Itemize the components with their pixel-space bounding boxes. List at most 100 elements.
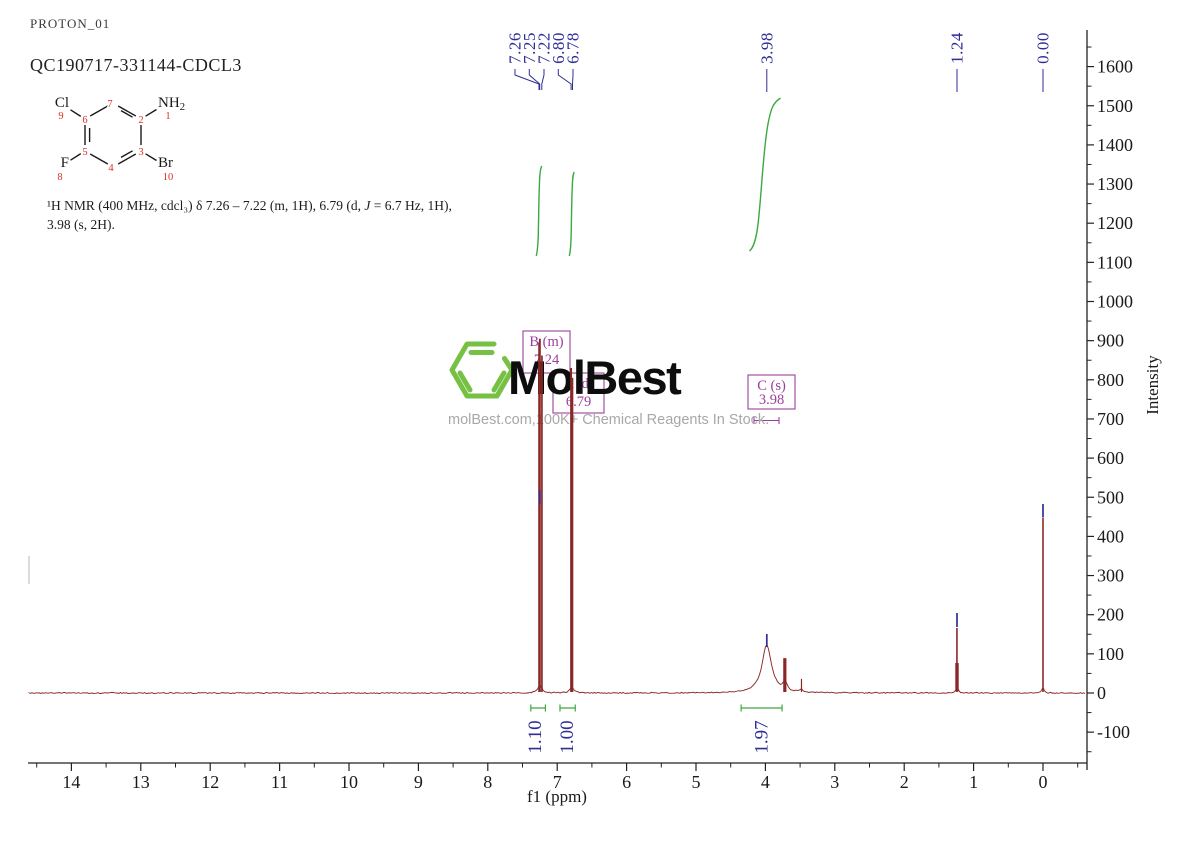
- peak-label-leader: [557, 69, 572, 90]
- multiplet-range-bracket: [753, 417, 780, 424]
- x-tick-label: 13: [132, 772, 150, 792]
- x-tick-label: 7: [553, 772, 562, 792]
- integral-region-bracket: [740, 704, 783, 712]
- axes-layer: 14 13 12 11 10 9 8 7 6 5 4 3 2 1 016001500140013001200…: [28, 30, 1133, 792]
- atom-label-nh2: NH2: [158, 95, 185, 113]
- y-tick-label: 100: [1097, 644, 1124, 664]
- x-tick-label: 14: [62, 772, 80, 792]
- molbest-hexagon-icon: [449, 341, 515, 399]
- y-tick-label: 400: [1097, 526, 1124, 546]
- peak-shift-label: 6.80: [549, 32, 568, 64]
- y-tick-label: 500: [1097, 487, 1124, 507]
- sample-id: QC190717-331144-CDCL3: [30, 55, 242, 75]
- integration-value-label: 1.00: [557, 720, 578, 753]
- y-tick-label: 1300: [1097, 174, 1133, 194]
- ring-number-3: 3: [138, 147, 143, 158]
- multiplet-box-id: B (m): [529, 334, 563, 350]
- y-tick-label: 200: [1097, 605, 1124, 625]
- x-tick-label: 6: [622, 772, 631, 792]
- watermark: MolBest molBest.com,100K+ Chemical Reage…: [448, 341, 769, 428]
- peak-shift-label: 0.00: [1034, 32, 1053, 64]
- y-tick-label: 900: [1097, 331, 1124, 351]
- x-tick-label: 8: [483, 772, 492, 792]
- y-tick-label: 600: [1097, 448, 1124, 468]
- assignment-text-post: = 6.7 Hz, 1H),: [370, 198, 452, 213]
- x-tick-label: 4: [761, 772, 770, 792]
- y-tick-label: 1000: [1097, 292, 1133, 312]
- integration-value-label: 1.10: [525, 720, 546, 753]
- integral-and-multiplet-layer: B (m)7.24A (d)6.79C (s)3.98: [522, 97, 796, 712]
- ring-number-5: 5: [82, 147, 87, 158]
- y-tick-label: 700: [1097, 409, 1124, 429]
- peak-shift-label: 7.22: [535, 32, 554, 64]
- y-tick-label: 0: [1097, 683, 1106, 703]
- watermark-tagline: molBest.com,100K+ Chemical Reagents In S…: [448, 412, 769, 428]
- multiplet-box: [552, 372, 605, 414]
- atom-label-nh2-sub: 2: [180, 101, 186, 113]
- watermark-brand-text: MolBest: [508, 351, 682, 404]
- atom-label-br: Br: [158, 155, 173, 171]
- integral-region-bracket: [559, 704, 576, 712]
- integral-curve: [568, 171, 575, 257]
- x-axis-title: f1 (ppm): [527, 787, 587, 806]
- spectrum-trace-layer: [28, 338, 1086, 695]
- integral-curve: [749, 97, 781, 252]
- multiplet-box-shift: 3.98: [759, 392, 784, 408]
- y-tick-label: 1100: [1097, 252, 1132, 272]
- peak-shift-label: 7.25: [520, 32, 539, 64]
- peak-label-leader: [572, 69, 574, 90]
- integration-value-label: 1.97: [752, 720, 773, 753]
- x-tick-label: 10: [340, 772, 358, 792]
- nmr-assignment-text: ¹H NMR (400 MHz, cdcl₃) δ 7.26 – 7.22 (m…: [47, 196, 477, 234]
- peak-shift-label: 1.24: [948, 32, 967, 64]
- bond-lines: [70, 105, 157, 165]
- substituent-number-9: 9: [58, 111, 63, 122]
- assignment-j-symbol: J: [364, 198, 371, 213]
- y-tick-label: 1600: [1097, 57, 1133, 77]
- x-tick-label: 9: [414, 772, 423, 792]
- y-axis-title: Intensity: [1143, 355, 1162, 415]
- substituent-number-8: 8: [57, 172, 62, 183]
- nmr-assignment-line2: 3.98 (s, 2H).: [47, 217, 115, 232]
- assignment-text-pre: ¹H NMR (400 MHz, cdcl₃) δ 7.26 – 7.22 (m…: [47, 198, 365, 213]
- x-tick-label: 12: [201, 772, 219, 792]
- ring-number-4: 4: [108, 163, 114, 174]
- x-tick-label: 0: [1039, 772, 1048, 792]
- integral-region-bracket: [530, 704, 547, 712]
- substituent-number-10: 10: [163, 172, 174, 183]
- peak-label-leader: [528, 69, 541, 90]
- integral-curve: [535, 165, 543, 257]
- ring-number-2: 2: [138, 115, 143, 126]
- spectrum-baseline: [28, 643, 1086, 695]
- atom-label-cl: Cl: [55, 95, 69, 111]
- peak-shift-label: 3.98: [757, 32, 776, 64]
- x-tick-label: 3: [830, 772, 839, 792]
- x-tick-label: 1: [969, 772, 978, 792]
- molecule-structure: Cl NH2 F Br 7 6 2 5 4 3 9 1 8 10: [55, 95, 185, 185]
- experiment-name: PROTON_01: [30, 16, 111, 31]
- peak-shift-label: 7.26: [506, 32, 525, 64]
- y-tick-label: 300: [1097, 566, 1124, 586]
- atom-label-nh: NH: [158, 95, 180, 111]
- peak-shift-label: 6.78: [564, 32, 583, 64]
- multiplet-box: [747, 374, 796, 410]
- x-tick-label: 11: [271, 772, 288, 792]
- ring-number-6: 6: [82, 115, 87, 126]
- peak-label-leader: [514, 69, 540, 90]
- y-tick-label: 1200: [1097, 213, 1133, 233]
- multiplet-box: [522, 330, 571, 374]
- y-tick-label: 1500: [1097, 96, 1133, 116]
- y-tick-label: 800: [1097, 370, 1124, 390]
- nmr-assignment-line1: ¹H NMR (400 MHz, cdcl₃) δ 7.26 – 7.22 (m…: [47, 196, 477, 215]
- multiplet-box-id: C (s): [757, 378, 786, 394]
- peak-label-leader: [541, 69, 545, 90]
- x-tick-label: 2: [900, 772, 909, 792]
- ring-number-7: 7: [107, 99, 112, 110]
- peak-label-layer: 7.267.257.226.806.78 3.98 1.24 0.00 1.10 1.00…: [506, 32, 1053, 754]
- atom-label-f: F: [61, 155, 69, 171]
- substituent-number-1: 1: [165, 111, 170, 122]
- x-tick-label: 5: [692, 772, 701, 792]
- y-tick-label: 1400: [1097, 135, 1133, 155]
